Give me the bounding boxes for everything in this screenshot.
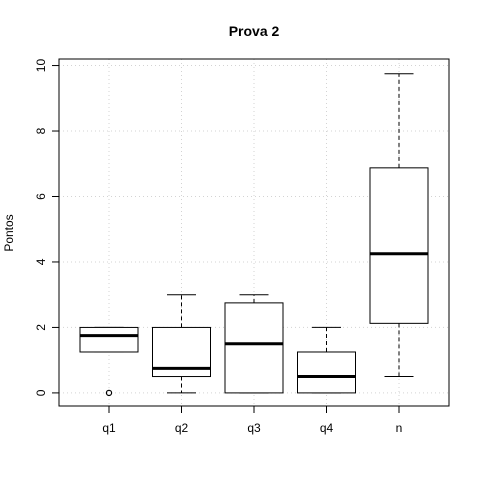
box-iqr <box>224 302 284 394</box>
box-q2 <box>152 294 211 394</box>
y-tick-label: 0 <box>34 389 48 396</box>
y-tick-label: 6 <box>34 193 48 200</box>
y-axis-label: Pontos <box>2 214 16 251</box>
plot-frame <box>58 58 450 407</box>
y-tick-label: 10 <box>34 59 48 73</box>
x-tick-label: n <box>396 421 403 435</box>
y-tick-label: 2 <box>34 324 48 331</box>
outlier-point <box>105 389 113 397</box>
y-tick-label: 4 <box>34 258 48 265</box>
x-tick-label: q2 <box>175 421 189 435</box>
chart-title: Prova 2 <box>229 23 280 39</box>
x-tick-label: q4 <box>320 421 334 435</box>
box-q4 <box>297 326 356 394</box>
box-n <box>369 73 429 378</box>
x-tick-label: q3 <box>247 421 261 435</box>
axes-layer: 0 2 4 6 8 10 q1 q2 q3 q4 n <box>34 59 402 435</box>
box-q1 <box>79 326 139 397</box>
x-tick-label: q1 <box>102 421 116 435</box>
box-iqr <box>297 351 356 394</box>
box-iqr <box>369 167 429 324</box>
box-q3 <box>224 294 284 394</box>
y-tick-label: 8 <box>34 127 48 134</box>
boxes-layer <box>79 73 429 397</box>
box-iqr <box>79 326 139 353</box>
